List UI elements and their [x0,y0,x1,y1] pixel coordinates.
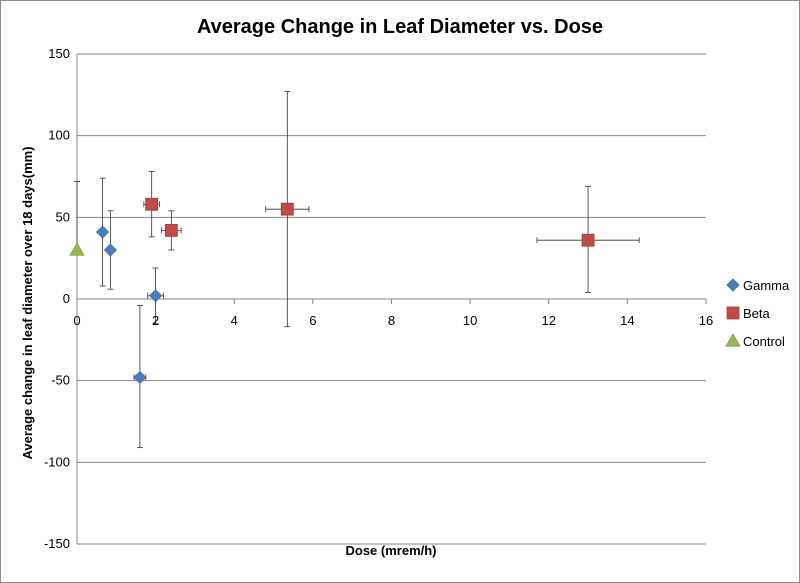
legend-gamma-label: Gamma [743,278,790,293]
y-tick-label: -50 [51,373,70,388]
legend-beta-marker [726,306,740,320]
gamma-point [103,243,117,257]
beta-point [280,202,294,216]
x-tick-label: 8 [388,313,395,328]
data-points [69,197,595,384]
x-tick-label: 2 [152,313,159,328]
y-tick-label: -150 [44,536,70,551]
legend-beta-label: Beta [743,306,771,321]
control-point [69,242,85,256]
x-tick-label: 10 [463,313,477,328]
gamma-point [133,370,147,384]
legend: Gamma Beta Control [725,278,790,349]
x-tick-label: 12 [542,313,556,328]
legend-gamma-marker [726,278,740,292]
x-tick-label: 16 [699,313,713,328]
legend-control-label: Control [743,334,785,349]
error-bars [74,91,640,449]
chart-title: Average Change in Leaf Diameter vs. Dose [197,16,603,38]
y-tick-label: 100 [48,128,70,143]
y-tick-label: 0 [63,291,70,306]
gridlines [76,53,707,545]
legend-control-marker [725,333,741,347]
y-tick-label: 50 [56,209,70,224]
gamma-point [149,289,163,303]
y-axis-title: Average change in leaf diameter over 18 … [20,146,35,459]
x-tick-label: 14 [620,313,634,328]
beta-point [164,223,178,237]
y-tick-label: 150 [48,46,70,61]
gamma-point [95,225,110,239]
x-tick-label: 4 [231,313,238,328]
beta-point [581,233,595,247]
y-tick-label: -100 [44,454,70,469]
tick-labels: 150 100 50 0 -50 -100 -150 0 2 4 6 8 10 12 14 16 [44,46,713,551]
x-axis-title: Dose (mrem/h) [345,543,436,558]
x-tick-label: 6 [309,313,316,328]
x-tick-label: 0 [73,313,80,328]
beta-point [145,197,159,211]
